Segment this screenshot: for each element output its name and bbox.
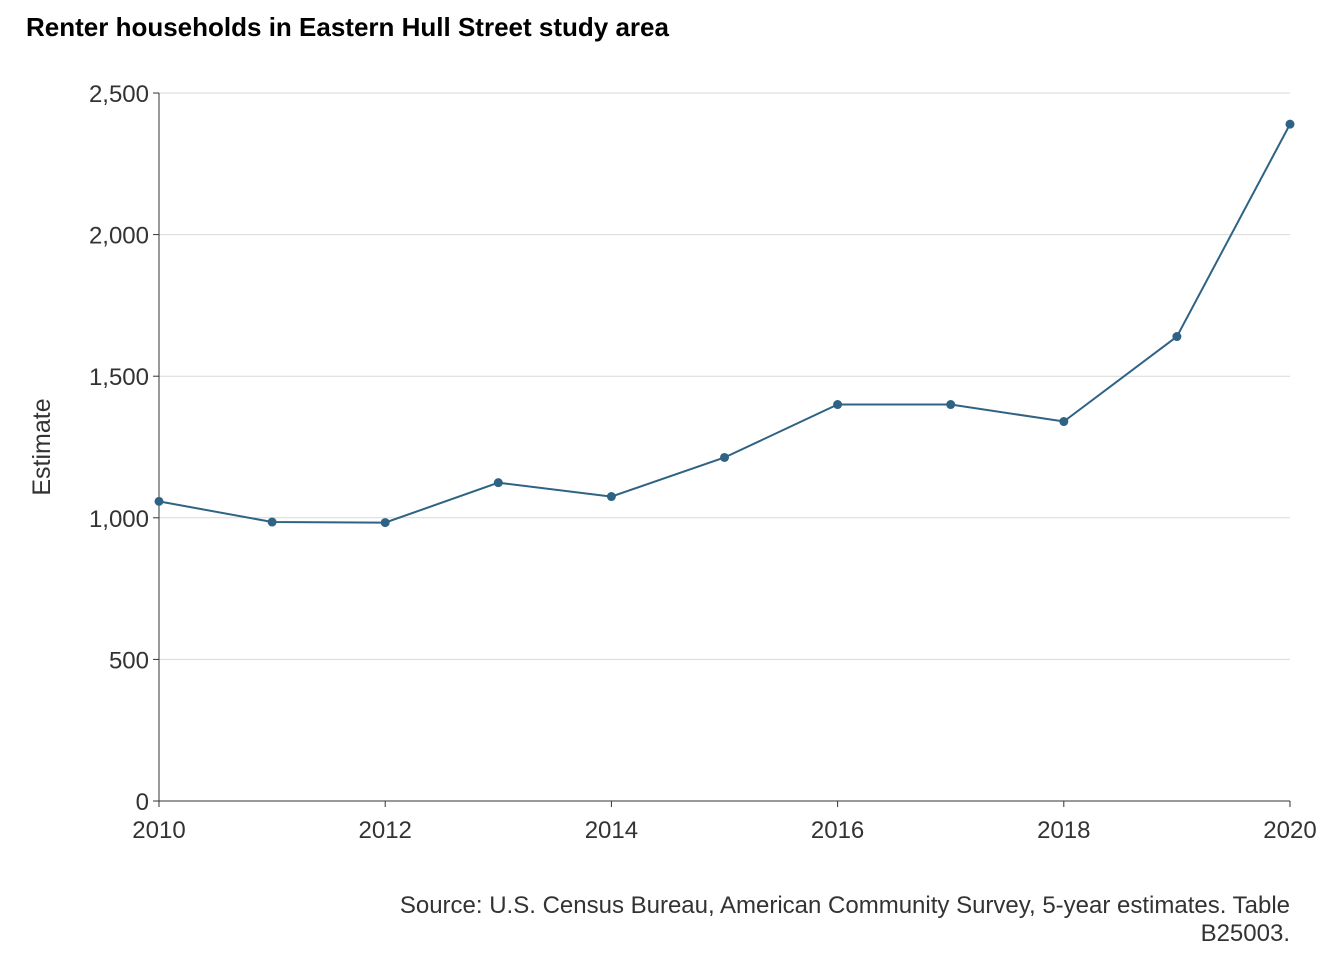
source-caption: Source: U.S. Census Bureau, American Com…	[190, 892, 1290, 948]
gridlines	[159, 92, 1290, 660]
y-tick-label: 2,500	[89, 81, 149, 108]
chart-title: Renter households in Eastern Hull Street…	[26, 12, 669, 42]
series-line	[158, 123, 1291, 524]
data-point	[1285, 119, 1295, 129]
y-tick-label: 0	[136, 789, 149, 816]
data-point	[493, 478, 503, 488]
data-point	[154, 496, 164, 506]
data-point	[380, 518, 390, 528]
data-point	[1172, 332, 1182, 342]
data-point	[1059, 417, 1069, 427]
source-caption-line-1: Source: U.S. Census Bureau, American Com…	[399, 892, 1290, 919]
data-point	[946, 400, 956, 410]
x-tick-label: 2016	[811, 817, 864, 844]
data-point	[720, 452, 729, 462]
data-point	[606, 492, 616, 502]
y-axis-title: Estimate	[28, 398, 56, 495]
x-tick-label: 2010	[132, 817, 185, 844]
axes	[153, 92, 1291, 807]
x-tick-labels: 2010 2012 2014 2016 2018 2020	[132, 817, 1316, 844]
x-tick-label: 2020	[1263, 817, 1316, 844]
y-tick-label: 2,000	[89, 223, 149, 250]
y-tick-label: 1,500	[89, 364, 149, 391]
x-tick-label: 2018	[1037, 817, 1090, 844]
data-points	[154, 119, 1295, 528]
data-point	[833, 400, 843, 410]
series-path	[158, 123, 1291, 524]
data-point	[267, 517, 277, 527]
source-caption-line-2: B25003.	[1200, 920, 1290, 947]
y-tick-labels: 0 500 1,000 1,500 2,000 2,500	[89, 81, 149, 816]
x-tick-label: 2014	[585, 817, 638, 844]
x-tick-label: 2012	[359, 817, 412, 844]
y-tick-label: 500	[109, 647, 149, 674]
y-tick-label: 1,000	[89, 506, 149, 533]
